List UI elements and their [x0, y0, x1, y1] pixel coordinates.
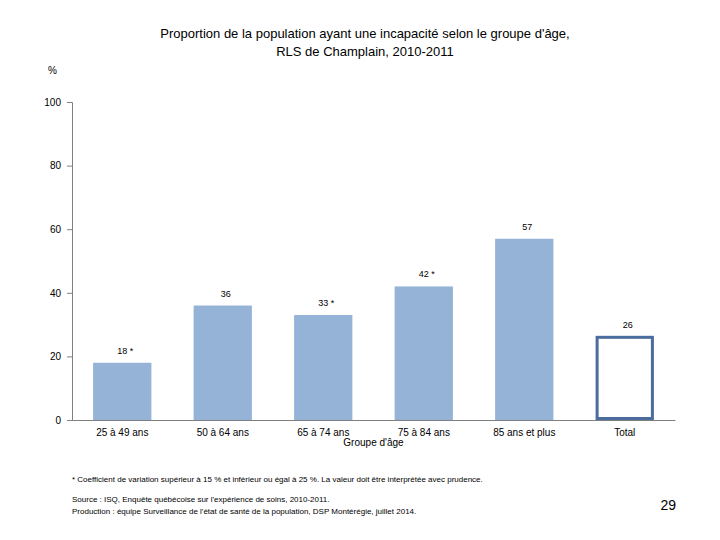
y-tick-mark [67, 420, 72, 421]
bar [597, 337, 652, 418]
y-axis: 0 20 40 60 80 100 [44, 97, 72, 426]
data-label: 57 [522, 222, 532, 232]
x-tick: 50 à 64 ans [197, 420, 249, 438]
x-tick-label: 50 à 64 ans [197, 427, 249, 438]
y-tick-label: 80 [50, 160, 62, 171]
y-tick: 60 [50, 224, 72, 235]
x-axis-line [73, 420, 676, 421]
bar [93, 363, 151, 420]
y-tick-mark [67, 293, 72, 294]
y-tick: 0 [55, 415, 72, 426]
title-line: RLS de Champlain, 2010-2011 [276, 44, 454, 59]
y-tick: 80 [50, 160, 72, 171]
bar [495, 239, 553, 420]
bar [294, 315, 352, 420]
x-tick-label: 75 à 84 ans [398, 427, 450, 438]
annotation: * Coefficient de variation supérieur à 1… [72, 475, 483, 484]
x-tick-label: 65 à 74 ans [297, 427, 349, 438]
chart: Proportion de la population ayant une in… [0, 0, 720, 540]
data-label: 33 * [318, 298, 335, 308]
data-labels: 18 * 36 33 * 42 * 57 26 [117, 222, 633, 356]
y-axis-title: % [48, 65, 57, 76]
plot: 0 20 40 60 80 100 25 à 49 ans 50 à 64 ans 65 à 7… [44, 97, 675, 438]
bar [194, 306, 252, 420]
title-line: Proportion de la population ayant une in… [160, 26, 569, 41]
x-tick-label: Total [614, 427, 635, 438]
x-tick: 75 à 84 ans [398, 420, 450, 438]
bar [395, 286, 453, 420]
x-tick-label: 85 ans et plus [493, 427, 555, 438]
y-tick: 40 [50, 288, 72, 299]
data-label: 42 * [419, 269, 436, 279]
x-tick: 25 à 49 ans [96, 420, 148, 438]
x-tick: 85 ans et plus [493, 420, 555, 438]
y-tick-mark [67, 229, 72, 230]
data-label: 26 [623, 320, 633, 330]
data-label: 36 [221, 289, 231, 299]
x-axis-title: Groupe d'âge [343, 437, 404, 448]
y-tick-label: 60 [50, 224, 62, 235]
x-tick: 65 à 74 ans [297, 420, 349, 438]
data-label: 18 * [117, 346, 134, 356]
y-tick-mark [67, 166, 72, 167]
y-tick: 20 [50, 351, 72, 362]
annotation: Production : équipe Surveillance de l'ét… [72, 507, 416, 516]
page-number: 29 [660, 497, 676, 513]
x-tick-label: 25 à 49 ans [96, 427, 148, 438]
annotation: Source : ISQ, Enquête québécoise sur l'e… [72, 495, 330, 504]
bars [93, 239, 652, 420]
y-tick: 100 [44, 97, 72, 108]
title: Proportion de la population ayant une in… [160, 26, 569, 59]
y-tick-label: 40 [50, 288, 62, 299]
x-tick: Total [614, 420, 635, 438]
x-axis: 25 à 49 ans 50 à 64 ans 65 à 74 ans 75 à 84… [73, 420, 676, 438]
y-tick-label: 0 [55, 415, 61, 426]
y-tick-mark [67, 102, 72, 103]
y-tick-label: 100 [44, 97, 61, 108]
y-tick-mark [67, 356, 72, 357]
y-tick-label: 20 [50, 351, 62, 362]
y-axis-line [67, 103, 73, 421]
